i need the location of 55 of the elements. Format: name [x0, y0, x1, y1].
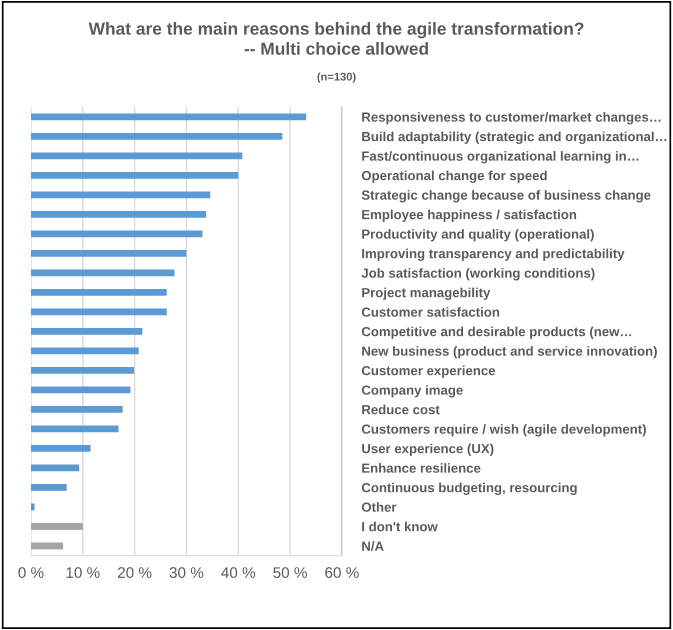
x-tick-label: 10 %	[66, 567, 100, 578]
y-tick-label: Customer satisfaction	[362, 307, 500, 317]
bar	[30, 250, 186, 257]
y-tick-label: Company image	[362, 385, 463, 398]
y-tick-label: User experience (UX)	[362, 444, 494, 456]
bar	[30, 152, 242, 160]
chart-title: What are the main reasons behind the agile transformation? -- Multi choice allowed	[88, 22, 584, 55]
bar	[30, 328, 142, 335]
y-tick-label: Project managebility	[362, 288, 490, 300]
bar	[30, 230, 202, 238]
x-tick-label: 40 %	[221, 567, 256, 578]
y-tick-label: Continuous budgeting, resourcing	[362, 482, 577, 495]
bar	[30, 425, 119, 432]
y-tick-label: Enhance resilience	[362, 463, 480, 473]
x-tick-label: 50 %	[273, 567, 307, 578]
bar	[30, 503, 35, 510]
y-tick-label: Responsiveness to customer/market changes…	[362, 112, 660, 124]
x-tick-label: 0 %	[18, 567, 44, 578]
y-tick-label: Competitive and desirable products (new…	[362, 326, 632, 339]
y-tick-label: Reduce cost	[362, 404, 440, 414]
bar	[30, 113, 306, 120]
x-tick-label: 30 %	[170, 567, 204, 578]
bar	[30, 522, 83, 530]
y-tick-label: Other	[362, 502, 396, 512]
y-tick-label: Improving transparency and predictability	[362, 248, 624, 261]
y-tick-label: I don't know	[362, 522, 438, 532]
bar	[30, 172, 238, 179]
x-tick-label: 60 %	[325, 567, 359, 578]
bar	[30, 308, 167, 316]
y-tick-label: Operational change for speed	[362, 170, 547, 183]
bar	[30, 386, 130, 394]
y-tick-label: Customers require / wish (agile development)	[362, 424, 646, 436]
chart-subtitle: (n=130)	[317, 72, 356, 83]
bar	[30, 484, 67, 491]
y-tick-label: Customer experience	[362, 366, 496, 378]
bar	[30, 406, 123, 413]
bar	[30, 366, 134, 374]
bar	[30, 542, 64, 550]
y-tick-label: N/A	[362, 541, 384, 551]
y-tick-label: Productivity and quality (operational)	[362, 229, 594, 242]
bar	[30, 210, 206, 218]
bar	[30, 269, 174, 276]
bar	[30, 288, 167, 296]
bar	[30, 347, 139, 354]
x-tick-label: 20 %	[118, 567, 152, 578]
bar	[30, 132, 282, 140]
y-tick-label: Employee happiness / satisfaction	[362, 210, 576, 222]
y-tick-label: Build adaptability (strategic and organizational…	[362, 132, 666, 144]
bar	[30, 464, 80, 472]
y-tick-label: Job satisfaction (working conditions)	[362, 268, 595, 280]
bar	[30, 444, 91, 452]
y-tick-label: Fast/continuous organizational learning in…	[362, 151, 638, 164]
y-tick-label: New business (product and service innovation)	[362, 346, 657, 358]
bar	[30, 191, 210, 198]
y-tick-label: Strategic change because of business change	[362, 190, 651, 202]
